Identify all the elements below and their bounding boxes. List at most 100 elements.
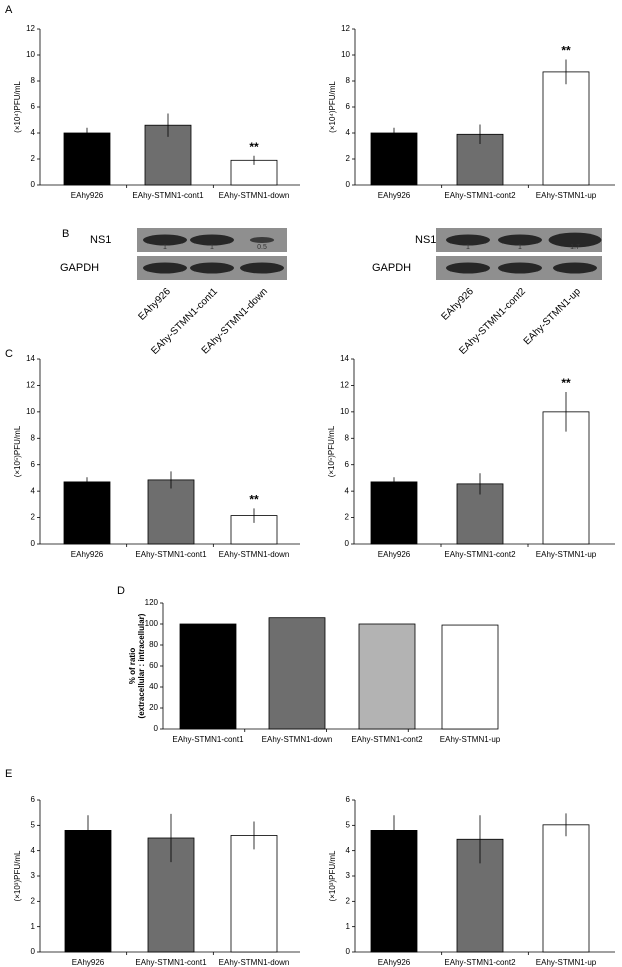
panel-label: C [5,348,13,360]
x-tick-label: EAhy-STMN1-cont1 [172,735,244,744]
bar [370,481,418,545]
bar [230,835,278,953]
y-tick-label: 3 [31,871,36,880]
blot-band [446,262,490,274]
x-tick-label: EAhy-STMN1-down [219,550,290,559]
x-tick-label: EAhy-STMN1-up [536,958,597,967]
lane-label: EAhy-STMN1-up [522,286,584,348]
blot-band [553,262,597,274]
x-tick-label: EAhy926 [378,958,411,967]
y-tick-label: 2 [346,896,351,905]
y-tick-label: 6 [346,795,351,804]
blot-band [143,234,187,246]
y-axis-label: (×10⁵)PFU/mL [327,425,336,477]
bar [230,515,278,545]
y-tick-label: 1 [346,922,351,931]
bar [370,830,418,953]
lane-label: EAhy926 [440,286,477,323]
blot-row-label: GAPDH [372,262,411,274]
x-tick-label: EAhy-STMN1-cont1 [132,191,204,200]
y-tick-label: 2 [31,154,36,163]
blot-band [249,236,275,244]
band-ratio: 1 [163,244,167,251]
y-axis-label: % of ratio [128,648,137,685]
x-tick-label: EAhy-STMN1-up [536,191,597,200]
y-axis-label: (×10³)PFU/mL [328,850,337,901]
blot-band [240,262,284,274]
significance-mark: ** [561,44,571,58]
y-tick-label: 10 [341,50,350,59]
y-tick-label: 40 [149,682,158,691]
significance-mark: ** [249,492,259,506]
bar [441,624,499,730]
x-tick-label: EAhy-STMN1-cont1 [135,550,207,559]
y-tick-label: 12 [26,381,35,390]
bar [64,830,112,953]
x-tick-label: EAhy-STMN1-cont2 [444,191,516,200]
y-tick-label: 4 [345,486,350,495]
blot-row-label: NS1 [90,234,111,246]
x-tick-label: EAhy926 [71,550,104,559]
blot-band [190,262,234,274]
y-tick-label: 12 [341,24,350,33]
y-axis-label: (×10⁴)PFU/mL [328,81,337,133]
y-tick-label: 0 [31,180,36,189]
y-tick-label: 0 [31,947,36,956]
y-tick-label: 60 [149,661,158,670]
band-ratio: 1.7 [570,244,580,251]
y-tick-label: 6 [346,102,351,111]
y-tick-label: 100 [145,619,159,628]
x-tick-label: EAhy-STMN1-cont2 [351,735,423,744]
y-tick-label: 8 [345,433,350,442]
y-axis-label: (×10³)PFU/mL [13,850,22,901]
y-tick-label: 0 [345,539,350,548]
bar [147,479,195,545]
band-ratio: 1 [466,244,470,251]
y-tick-label: 8 [346,76,351,85]
y-tick-label: 1 [31,922,36,931]
y-tick-label: 12 [26,24,35,33]
y-axis-label: (×10⁵)PFU/mL [13,425,22,477]
y-tick-label: 10 [26,407,35,416]
blot-band [190,234,234,246]
y-tick-label: 0 [154,724,159,733]
panel-label: B [62,228,69,240]
y-tick-label: 3 [346,871,351,880]
y-tick-label: 0 [31,539,36,548]
band-ratio: 0.5 [257,244,267,251]
y-tick-label: 4 [31,846,36,855]
blot-band [143,262,187,274]
bar [542,411,590,545]
y-tick-label: 8 [31,433,36,442]
y-tick-label: 10 [340,407,349,416]
x-tick-label: EAhy-STMN1-down [219,191,290,200]
y-tick-label: 6 [345,460,350,469]
blot-row-label: NS1 [415,234,436,246]
x-tick-label: EAhy-STMN1-down [219,958,290,967]
y-tick-label: 4 [31,486,36,495]
x-tick-label: EAhy-STMN1-up [440,735,501,744]
lane-label: EAhy926 [137,286,174,323]
panel-label: A [5,4,13,16]
y-tick-label: 6 [31,102,36,111]
y-tick-label: 5 [31,820,36,829]
x-tick-label: EAhy-STMN1-down [262,735,333,744]
blot-band [498,262,542,274]
bar [179,623,237,730]
x-tick-label: EAhy926 [378,550,411,559]
y-tick-label: 80 [149,640,158,649]
x-tick-label: EAhy926 [378,191,411,200]
y-tick-label: 2 [31,513,36,522]
bar [268,617,326,730]
blot-band [548,232,602,248]
bar [370,132,418,186]
blot-band [446,234,490,246]
y-tick-label: 4 [31,128,36,137]
significance-mark: ** [561,376,571,390]
blot-row-label: GAPDH [60,262,99,274]
blot-band [498,234,542,246]
bar [63,132,111,186]
band-ratio: 1 [210,244,214,251]
y-axis-label: (×10⁴)PFU/mL [13,81,22,133]
